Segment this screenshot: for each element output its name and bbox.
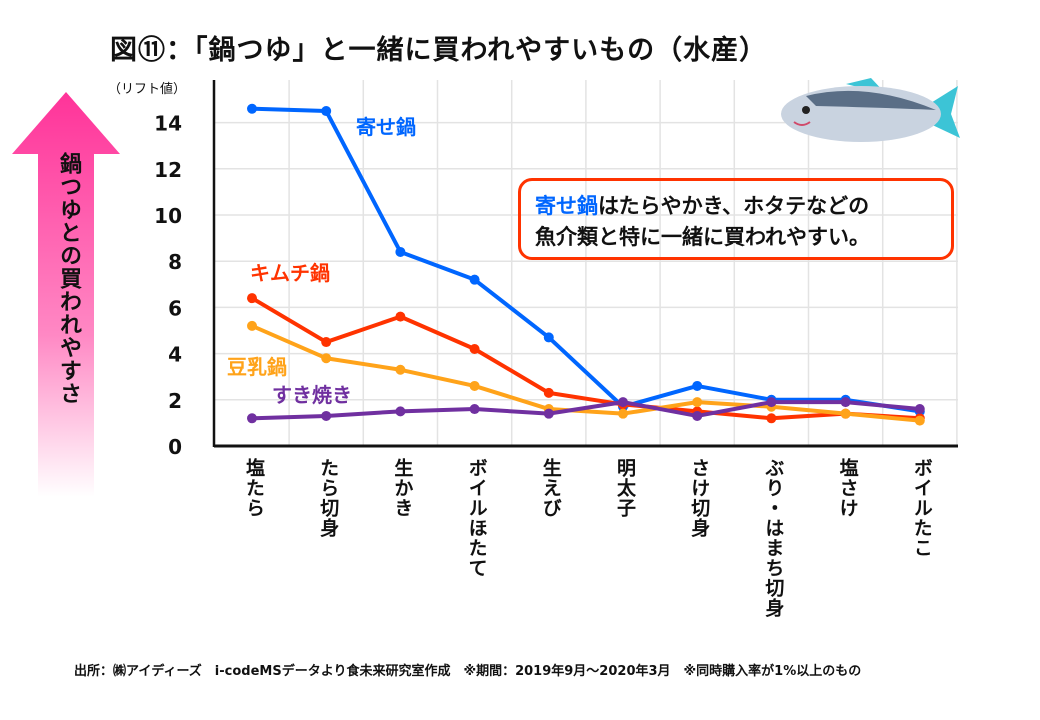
- arrow-label: 鍋つゆとの買われやすさ: [56, 152, 81, 405]
- y-tick-label: 2: [168, 389, 182, 413]
- data-point: [840, 397, 851, 408]
- data-point: [395, 364, 406, 375]
- series-label: キムチ鍋: [250, 261, 330, 285]
- data-point: [395, 311, 406, 322]
- data-point: [321, 410, 332, 421]
- y-tick-label: 14: [154, 112, 182, 136]
- data-point: [618, 408, 628, 419]
- data-point: [321, 353, 332, 364]
- x-tick-label: 塩さけ: [836, 458, 859, 518]
- data-point: [321, 106, 332, 117]
- y-tick-label: 0: [168, 435, 182, 459]
- data-point: [395, 406, 406, 417]
- data-point: [247, 103, 257, 114]
- note-line1: はたらやかき、ホタテなどの: [598, 194, 870, 218]
- data-point: [543, 387, 554, 398]
- up-arrow-icon: [12, 92, 120, 497]
- data-point: [247, 413, 257, 424]
- data-point: [692, 380, 703, 391]
- y-axis-unit: （リフト値）: [108, 82, 187, 97]
- chart-title: 図⑪：「鍋つゆ」と一緒に買われやすいもの（水産）: [110, 35, 768, 66]
- x-tick-label: 生えび: [539, 458, 562, 518]
- data-point: [692, 397, 703, 408]
- data-point: [692, 410, 703, 421]
- x-tick-label: ぶり・はまち切身: [762, 458, 785, 618]
- x-tick-label: 生かき: [391, 458, 414, 518]
- data-point: [618, 397, 628, 408]
- y-tick-label: 8: [168, 250, 182, 274]
- x-tick-label: 明太子: [614, 458, 636, 518]
- data-point: [543, 408, 554, 419]
- data-point: [840, 408, 851, 419]
- series-label: 寄せ鍋: [356, 115, 416, 139]
- data-point: [469, 380, 480, 391]
- y-tick-label: 12: [154, 158, 182, 182]
- x-tick-label: ボイルたこ: [910, 458, 933, 558]
- fish-illustration: [781, 78, 960, 142]
- x-tick-label: ボイルほたて: [465, 458, 488, 578]
- data-point: [247, 293, 257, 304]
- series-line: [251, 324, 920, 423]
- data-point: [395, 246, 406, 257]
- y-tick-label: 6: [168, 296, 182, 320]
- data-point: [321, 337, 332, 348]
- note-highlight: 寄せ鍋: [535, 194, 598, 218]
- data-point: [543, 332, 554, 343]
- x-tick-label: さけ切身: [688, 458, 711, 538]
- x-tick-label: 塩たら: [243, 458, 265, 518]
- series-line: [251, 106, 921, 414]
- data-point: [469, 404, 480, 415]
- note-line2: 魚介類と特に一緒に買われやすい。: [535, 225, 870, 249]
- source-note: 出所：㈱アイディーズ i-codeMSデータより食未来研究室作成 ※期間：201…: [74, 664, 862, 679]
- x-tick-label: たら切身: [317, 458, 340, 538]
- series-label: 豆乳鍋: [227, 355, 287, 379]
- data-point: [914, 404, 925, 415]
- data-point: [914, 415, 925, 426]
- data-point: [766, 397, 777, 408]
- data-point: [469, 343, 480, 354]
- data-point: [247, 320, 257, 331]
- y-tick-label: 4: [168, 343, 182, 367]
- series-label: すき焼き: [272, 383, 352, 407]
- y-tick-label: 10: [154, 204, 182, 228]
- series-line: [250, 296, 920, 421]
- data-point: [469, 274, 480, 285]
- data-point: [766, 413, 777, 424]
- annotation-box: 寄せ鍋はたらやかき、ホタテなどの 魚介類と特に一緒に買われやすい。: [518, 178, 954, 260]
- series-line: [251, 400, 920, 421]
